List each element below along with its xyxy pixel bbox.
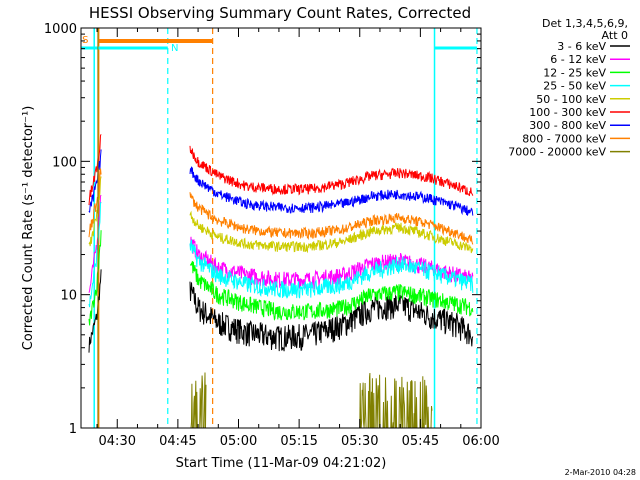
legend-item-label: 800 - 7000 keV xyxy=(522,132,606,145)
flag-indicators: SN xyxy=(81,28,478,428)
x-tick-label: 04:45 xyxy=(159,434,196,449)
series-line-7 xyxy=(88,168,474,245)
night-flag-label: N xyxy=(171,43,178,54)
series-line-0 xyxy=(88,269,474,353)
series-line-5 xyxy=(88,134,474,206)
y-tick-label: 10 xyxy=(60,289,77,304)
legend-item-label: 3 - 6 keV xyxy=(557,40,606,53)
series-line-6 xyxy=(88,149,474,216)
series-line-2 xyxy=(88,230,474,326)
plot-frame xyxy=(80,27,482,429)
legend-item-label: 7000 - 20000 keV xyxy=(508,146,606,159)
x-tick-label: 05:00 xyxy=(220,434,257,449)
saa-flag-label: S xyxy=(82,35,88,46)
x-axis-label: Start Time (11-Mar-09 04:21:02) xyxy=(176,456,387,471)
chart-title: HESSI Observing Summary Count Rates, Cor… xyxy=(89,4,471,22)
legend-header-detectors: Det 1,3,4,5,6,9, xyxy=(542,17,628,30)
legend-item-label: 300 - 800 keV xyxy=(529,119,606,132)
y-tick-label: 1 xyxy=(69,422,77,437)
series-line-3 xyxy=(88,201,474,308)
series-line-4 xyxy=(88,176,474,254)
legend-item-label: 6 - 12 keV xyxy=(550,53,606,66)
y-axis-label: Corrected Count Rate (s⁻¹ detector⁻¹) xyxy=(21,106,36,351)
legend-header-attenuator: Att 0 xyxy=(602,29,628,42)
axis-ticks: 1 10 100 1000 04:30 04:45 05:00 05:15 05:30 05:45… xyxy=(44,22,500,449)
legend-item-label: 25 - 50 keV xyxy=(543,80,606,93)
x-tick-label: 05:45 xyxy=(402,434,439,449)
y-tick-label: 1000 xyxy=(44,22,77,37)
x-tick-label: 06:00 xyxy=(462,434,499,449)
y-tick-label: 100 xyxy=(52,155,77,170)
x-tick-label: 04:30 xyxy=(99,434,136,449)
x-tick-label: 05:30 xyxy=(341,434,378,449)
legend-item-label: 12 - 25 keV xyxy=(543,66,606,79)
x-tick-label: 05:15 xyxy=(280,434,317,449)
footer-timestamp: 2-Mar-2010 04:28 xyxy=(565,468,636,477)
legend-item-label: 100 - 300 keV xyxy=(529,106,606,119)
legend-item-label: 50 - 100 keV xyxy=(536,93,606,106)
